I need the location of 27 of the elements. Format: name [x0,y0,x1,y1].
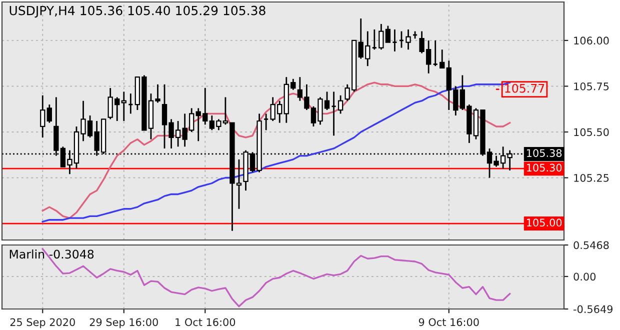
candlestick [46,104,52,124]
candlestick [406,28,411,50]
y-tick-label: 0.00 [574,272,596,281]
y-tick-label: 0.5468 [574,241,609,250]
annotation: 105.77 [505,84,544,93]
chart-title: USDJPY,H4 105.36 105.40 105.29 105.38 [10,6,266,18]
candlestick [40,94,46,138]
candlestick [372,28,378,50]
y-tick-label: 105.50 [574,128,609,136]
candlestick [432,40,438,67]
annotation: Marlin -0.3048 [10,249,94,259]
candlestick [392,28,398,52]
candlestick [440,48,445,69]
y-tick-label: 105.25 [574,174,609,182]
candlestick [331,91,337,136]
ref-line-label: 105.00 [527,218,562,227]
x-tick-label: 1 Oct 16:00 [176,318,236,326]
x-tick-label: 9 Oct 16:00 [418,318,479,326]
x-tick-label: 25 Sep 2020 [10,318,75,328]
candlestick [263,112,269,131]
y-tick-label: -0.5649 [574,305,612,314]
y-tick-label: 106.00 [574,36,609,45]
candlestick [338,94,344,114]
x-tick-label: 29 Sep 16:00 [90,318,158,328]
ref-line-label: 105.38 [527,149,562,157]
y-tick-label: 105.75 [574,82,609,90]
ref-line-label: 105.30 [527,164,562,172]
